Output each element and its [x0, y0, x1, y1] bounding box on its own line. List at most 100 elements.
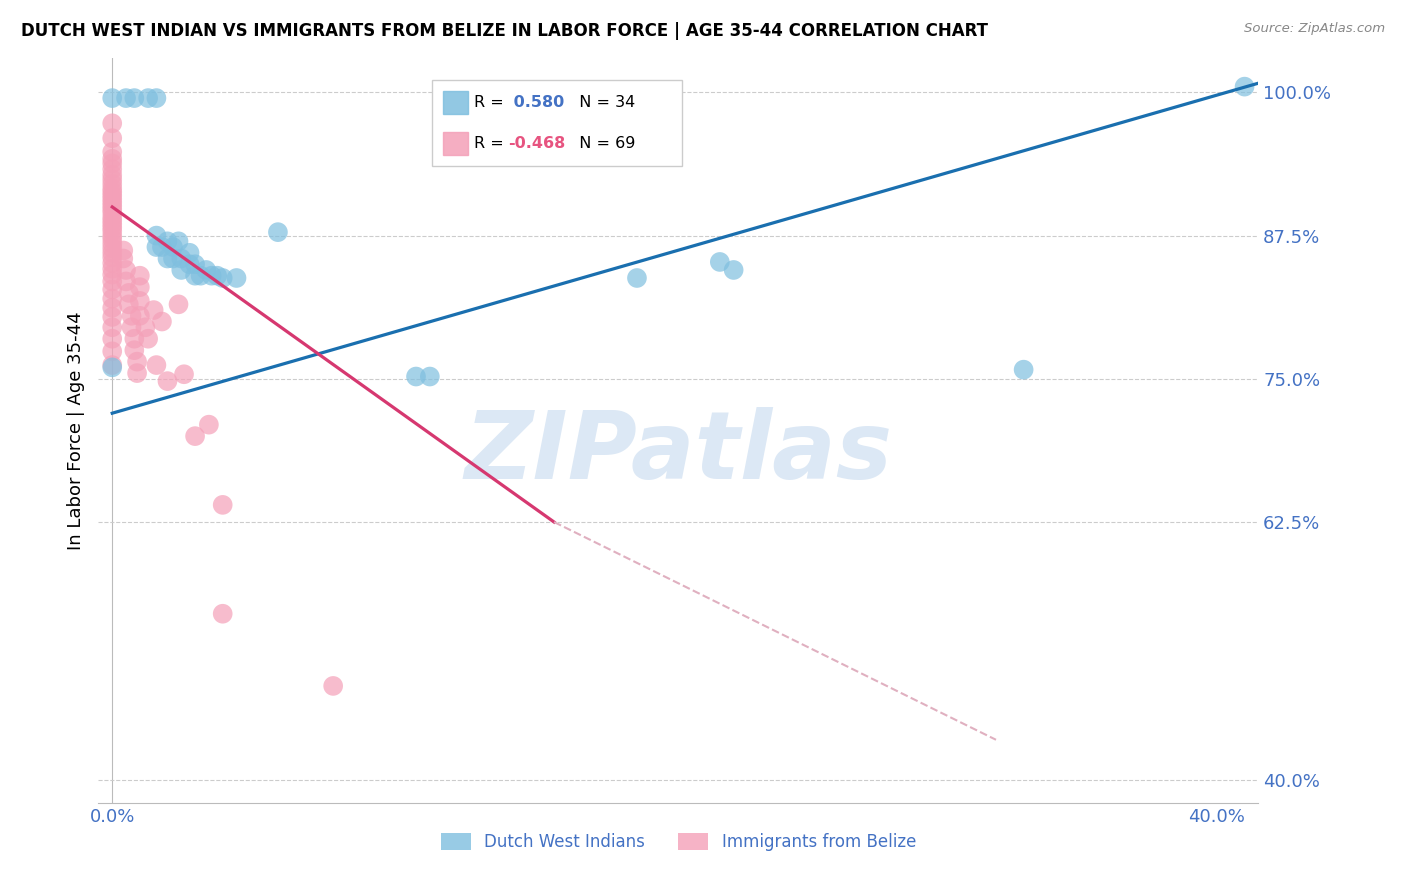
- Point: [124, 91, 146, 105]
- Point: [162, 252, 184, 266]
- Text: 0.580: 0.580: [508, 95, 564, 111]
- Point: [101, 292, 124, 306]
- Point: [128, 280, 150, 294]
- Point: [167, 235, 190, 249]
- Point: [124, 343, 146, 358]
- Point: [101, 131, 124, 145]
- Point: [267, 225, 290, 239]
- Point: [211, 498, 233, 512]
- Point: [101, 245, 124, 260]
- Point: [101, 256, 124, 270]
- Point: [101, 211, 124, 225]
- Point: [115, 91, 138, 105]
- Point: [195, 263, 218, 277]
- Point: [101, 358, 124, 372]
- Point: [101, 168, 124, 182]
- Point: [211, 271, 233, 285]
- Point: [156, 252, 179, 266]
- Point: [101, 188, 124, 202]
- Point: [162, 240, 184, 254]
- Point: [101, 172, 124, 186]
- Point: [156, 374, 179, 388]
- Point: [101, 213, 124, 227]
- Bar: [443, 92, 468, 114]
- Point: [115, 263, 138, 277]
- Point: [142, 303, 165, 318]
- Point: [112, 244, 135, 258]
- FancyBboxPatch shape: [433, 80, 682, 166]
- Point: [101, 274, 124, 288]
- Point: [118, 285, 141, 300]
- Point: [101, 268, 124, 282]
- Point: [101, 310, 124, 324]
- Point: [211, 607, 233, 621]
- Text: Source: ZipAtlas.com: Source: ZipAtlas.com: [1244, 22, 1385, 36]
- Point: [128, 293, 150, 308]
- Point: [136, 332, 159, 346]
- Point: [101, 116, 124, 130]
- Point: [184, 257, 207, 271]
- Point: [170, 252, 193, 266]
- Point: [150, 240, 173, 254]
- Point: [173, 368, 195, 382]
- Point: [101, 195, 124, 210]
- Point: [405, 369, 427, 384]
- Point: [101, 332, 124, 346]
- Point: [101, 344, 124, 359]
- Point: [322, 679, 344, 693]
- Point: [101, 228, 124, 243]
- Point: [419, 369, 441, 384]
- Point: [170, 263, 193, 277]
- Point: [101, 145, 124, 159]
- Point: [118, 297, 141, 311]
- Point: [145, 228, 167, 243]
- Point: [184, 268, 207, 283]
- Point: [156, 235, 179, 249]
- Point: [101, 236, 124, 251]
- Point: [115, 274, 138, 288]
- Point: [101, 152, 124, 166]
- Point: [145, 91, 167, 105]
- Point: [134, 320, 156, 334]
- Point: [127, 366, 149, 380]
- Point: [723, 263, 745, 277]
- Point: [101, 202, 124, 217]
- Point: [112, 252, 135, 266]
- Point: [101, 162, 124, 177]
- Point: [190, 268, 212, 283]
- Point: [101, 232, 124, 246]
- Point: [167, 297, 190, 311]
- Point: [101, 224, 124, 238]
- Point: [101, 217, 124, 231]
- Point: [101, 261, 124, 276]
- Point: [101, 360, 124, 375]
- Point: [124, 332, 146, 346]
- Point: [101, 282, 124, 296]
- Point: [101, 301, 124, 315]
- Text: N = 34: N = 34: [569, 95, 636, 111]
- Point: [150, 314, 173, 328]
- Point: [179, 257, 201, 271]
- Point: [101, 199, 124, 213]
- Point: [101, 220, 124, 235]
- Point: [184, 429, 207, 443]
- Point: [101, 181, 124, 195]
- Y-axis label: In Labor Force | Age 35-44: In Labor Force | Age 35-44: [66, 311, 84, 549]
- Text: ZIPatlas: ZIPatlas: [464, 407, 893, 499]
- Point: [128, 268, 150, 283]
- Point: [101, 241, 124, 255]
- Text: R =: R =: [474, 95, 503, 111]
- Point: [198, 417, 221, 432]
- Point: [225, 271, 247, 285]
- Text: N = 69: N = 69: [569, 136, 636, 151]
- Point: [101, 251, 124, 265]
- Point: [179, 245, 201, 260]
- Point: [145, 240, 167, 254]
- Point: [121, 320, 143, 334]
- Text: DUTCH WEST INDIAN VS IMMIGRANTS FROM BELIZE IN LABOR FORCE | AGE 35-44 CORRELATI: DUTCH WEST INDIAN VS IMMIGRANTS FROM BEL…: [21, 22, 988, 40]
- Point: [101, 185, 124, 199]
- Point: [205, 268, 228, 283]
- Point: [145, 358, 167, 372]
- Legend: Dutch West Indians, Immigrants from Belize: Dutch West Indians, Immigrants from Beli…: [434, 826, 922, 858]
- Point: [136, 91, 159, 105]
